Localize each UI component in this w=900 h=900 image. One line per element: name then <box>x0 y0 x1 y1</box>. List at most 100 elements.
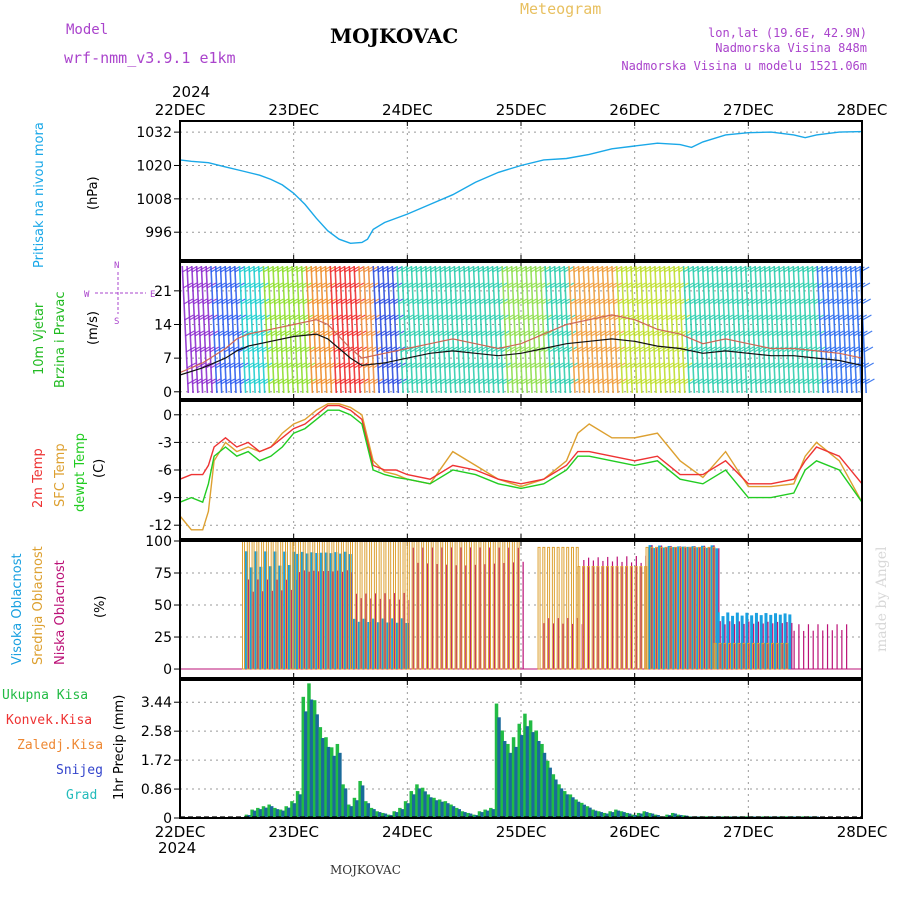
wind-barb <box>711 265 719 394</box>
wind-barb <box>630 265 638 394</box>
precip-bar-snow <box>588 807 592 818</box>
top-tick-label: 28DEC <box>837 101 888 119</box>
precip-bar-snow <box>565 794 569 818</box>
high-cloud-bar <box>740 615 744 670</box>
legend-snow: Snijeg <box>56 763 103 778</box>
wind-barb <box>439 265 447 394</box>
high-cloud-bar <box>283 551 287 670</box>
precip-bar-snow <box>514 746 518 818</box>
wind-barb <box>219 265 228 394</box>
high-cloud-bar <box>778 614 782 670</box>
precip-bar-total <box>415 784 419 818</box>
wind-barb <box>381 265 390 394</box>
mid-cloud-bar <box>601 566 605 670</box>
precip-bar-snow <box>372 809 376 818</box>
high-cloud-bar <box>667 545 671 670</box>
pressure-label: Pritisak na nivou mora <box>32 122 47 268</box>
wind-barb <box>601 265 610 394</box>
high-cloud-bar <box>764 613 768 670</box>
precip-bar-snow <box>366 803 371 818</box>
wind-barb <box>276 265 285 394</box>
wind-speed-line <box>179 333 863 376</box>
precip-bar-snow <box>275 809 280 818</box>
precip-bar-snow <box>650 813 655 818</box>
precip-bar-total <box>375 811 379 818</box>
wind-barb <box>740 265 748 394</box>
mid-cloud-bar <box>650 546 654 670</box>
precip-bar-total <box>625 812 629 818</box>
precip-bar-snow <box>281 810 285 818</box>
wind-barb <box>534 265 543 394</box>
precip-bar-total <box>591 809 595 818</box>
high-cloud-bar <box>672 547 676 670</box>
mid-cloud-bar <box>683 546 687 670</box>
precip-bar-snow <box>332 755 336 818</box>
wind-barb <box>358 265 366 394</box>
compass-rose: N S W E <box>84 261 155 327</box>
precip-bar-total <box>500 730 504 818</box>
precip-bar-snow <box>645 812 649 818</box>
high-cloud-bar <box>292 551 296 670</box>
precip-bar-total <box>534 730 539 818</box>
wind-barb <box>296 265 304 394</box>
wind-barb <box>854 265 863 394</box>
wind-barb <box>319 265 328 394</box>
wind-barb <box>195 265 204 394</box>
high-cloud-bar <box>686 546 690 670</box>
wind-barb-tick <box>863 346 874 353</box>
altitude-text: Nadmorska Visina 848m <box>715 41 867 55</box>
wind-panel: 0 7 14 21 <box>154 261 875 401</box>
high-cloud-bar <box>769 614 773 670</box>
top-tick-label: 22DEC <box>155 101 206 119</box>
mid-cloud-bar <box>655 546 659 670</box>
precip-bar-total <box>597 811 601 818</box>
sfc-label: SFC Temp <box>53 443 68 507</box>
high-cloud-bar <box>716 612 720 670</box>
wind-barb <box>200 265 209 394</box>
mid-cloud-bar <box>751 642 755 670</box>
mid-cloud-bar <box>586 566 590 670</box>
mid-cloud-bar <box>634 566 638 670</box>
wind-barb <box>501 265 509 394</box>
wind-barb <box>424 265 433 394</box>
high-cloud-bar <box>701 545 705 670</box>
wind-barb <box>453 265 462 394</box>
wind-barb <box>816 265 825 394</box>
wind-barb <box>692 265 700 394</box>
wind-barb <box>458 265 466 394</box>
wind-barb <box>420 265 428 394</box>
wind-barb <box>706 265 715 394</box>
mid-cloud-bar <box>761 642 765 670</box>
precip-bar-snow <box>605 813 609 818</box>
wind-barb <box>725 265 734 394</box>
precip-bar-total <box>307 683 311 818</box>
precip-bar-total <box>352 797 357 818</box>
precip-bar-snow <box>559 788 564 818</box>
high-cloud-bar <box>287 565 291 670</box>
precip-bar-total <box>472 814 476 818</box>
mid-cloud-bar <box>556 546 560 670</box>
precip-bar-snow <box>463 812 467 818</box>
precip-bar-total <box>636 812 641 818</box>
temp-ytick-label: -6 <box>158 463 172 479</box>
precip-bar-snow <box>451 806 456 818</box>
high-cloud-bar <box>653 548 657 670</box>
mid-cloud-bar <box>766 642 770 670</box>
high-cloud-bar <box>324 552 328 670</box>
precip-bar-total <box>568 794 573 818</box>
high-cloud-bar <box>681 546 685 670</box>
lonlat-text: lon,lat (19.6E, 42.9N) <box>708 26 867 40</box>
wind-barb <box>210 265 218 394</box>
precip-bar-snow <box>502 740 507 818</box>
precip-bar-total <box>273 807 277 818</box>
cloud-ytick-label: 100 <box>145 534 172 550</box>
wind-barb <box>797 265 805 394</box>
precip-bar-snow <box>338 752 342 818</box>
wind-barb <box>305 265 314 394</box>
precip-bar-total <box>614 809 618 818</box>
wind-barb <box>496 265 505 394</box>
top-tick-label: 27DEC <box>723 101 774 119</box>
wind-barb <box>730 265 739 394</box>
precip-bar-snow <box>554 779 558 818</box>
wind-barb <box>835 265 844 394</box>
